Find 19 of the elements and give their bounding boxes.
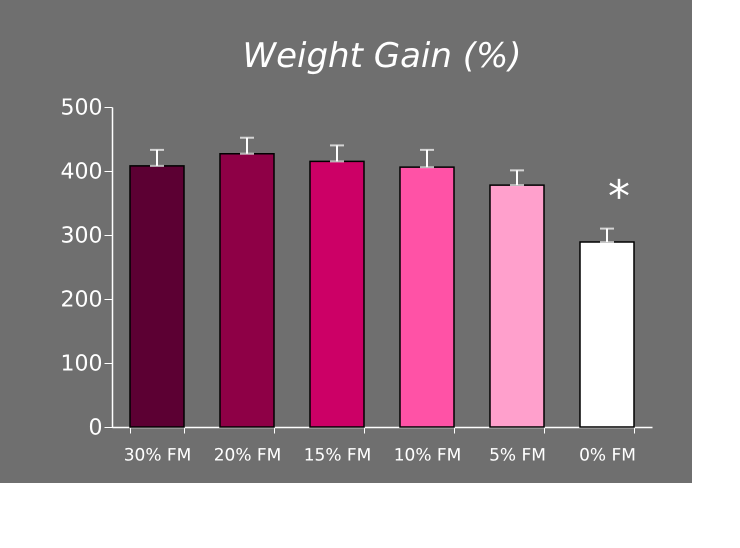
y-tick-label: 400 [60, 160, 102, 184]
y-tick-label: 500 [60, 96, 102, 120]
y-tick-label: 0 [88, 416, 102, 440]
x-tick-label: 5% FM [489, 446, 546, 466]
x-tick-label: 20% FM [214, 446, 282, 466]
bar [489, 184, 545, 428]
y-tick-label: 100 [60, 352, 102, 376]
chart-title: Weight Gain (%) [242, 36, 522, 76]
bar [309, 160, 365, 428]
bar [399, 166, 455, 428]
annotation: * [608, 172, 630, 223]
bar [219, 152, 275, 428]
x-tick-label: 30% FM [124, 446, 192, 466]
x-tick-label: 15% FM [304, 446, 372, 466]
x-tick-label: 0% FM [579, 446, 636, 466]
x-tick-label: 10% FM [394, 446, 462, 466]
bar [129, 165, 185, 428]
y-tick-label: 200 [60, 288, 102, 312]
y-tick-label: 300 [60, 224, 102, 248]
